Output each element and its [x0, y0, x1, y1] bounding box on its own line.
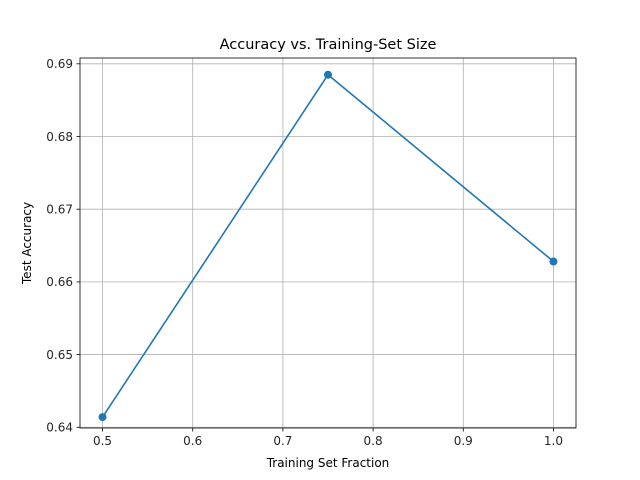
- x-tick-label: 0.7: [273, 434, 292, 448]
- data-point: [549, 257, 558, 266]
- y-axis-label: Test Accuracy: [20, 202, 34, 285]
- x-tick-label: 0.6: [183, 434, 202, 448]
- x-tick-label: 0.5: [93, 434, 112, 448]
- x-axis-ticks: 0.5 0.6 0.7 0.8 0.9 1.0: [93, 428, 563, 448]
- y-tick-label: 0.67: [46, 202, 73, 216]
- data-point: [324, 70, 332, 79]
- y-tick-label: 0.68: [46, 130, 73, 144]
- x-tick-label: 0.9: [454, 434, 473, 448]
- y-tick-label: 0.69: [46, 57, 73, 71]
- x-axis-label: Training Set Fraction: [266, 456, 390, 470]
- x-tick-label: 0.8: [364, 434, 383, 448]
- y-tick-label: 0.64: [46, 421, 73, 435]
- chart-title: Accuracy vs. Training-Set Size: [220, 37, 437, 53]
- y-axis-ticks: 0.64 0.65 0.66 0.67 0.68 0.69: [46, 57, 80, 435]
- y-tick-label: 0.66: [46, 275, 73, 289]
- grid-lines: [80, 58, 576, 428]
- y-tick-label: 0.65: [46, 348, 73, 362]
- plot-area-frame: [79, 57, 577, 429]
- data-point: [98, 413, 107, 422]
- series-layer: [98, 70, 558, 422]
- x-tick-label: 1.0: [544, 434, 563, 448]
